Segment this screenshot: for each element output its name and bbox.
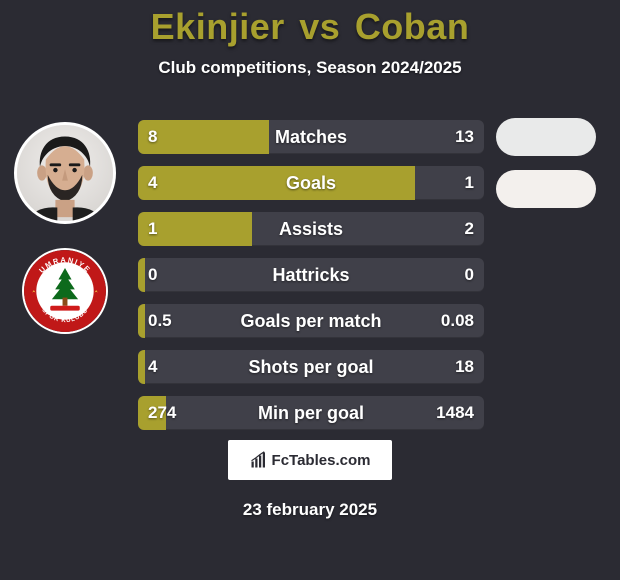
avatar-placeholder-icon bbox=[17, 125, 113, 221]
right-column bbox=[490, 118, 602, 222]
title-player-2: Coban bbox=[355, 6, 470, 47]
club-badge-icon: UMRANIYE SPOR KULÜBÜ bbox=[24, 250, 106, 332]
stat-label: Matches bbox=[138, 120, 484, 154]
right-shape-1 bbox=[496, 118, 596, 156]
right-shape-2 bbox=[496, 170, 596, 208]
stat-bar-row: 12Assists bbox=[138, 212, 484, 246]
source-logo: FcTables.com bbox=[228, 440, 392, 480]
comparison-card: Ekinjier vs Coban Club competitions, Sea… bbox=[0, 0, 620, 580]
stat-bar-row: 418Shots per goal bbox=[138, 350, 484, 384]
player-avatar bbox=[14, 122, 116, 224]
subtitle: Club competitions, Season 2024/2025 bbox=[0, 58, 620, 78]
stat-label: Goals per match bbox=[138, 304, 484, 338]
stat-label: Shots per goal bbox=[138, 350, 484, 384]
stat-bar-row: 41Goals bbox=[138, 166, 484, 200]
chart-icon bbox=[250, 451, 268, 469]
stat-label: Assists bbox=[138, 212, 484, 246]
date-label: 23 february 2025 bbox=[0, 500, 620, 520]
page-title: Ekinjier vs Coban bbox=[0, 0, 620, 48]
stat-bar-row: 0.50.08Goals per match bbox=[138, 304, 484, 338]
title-player-1: Ekinjier bbox=[151, 6, 285, 47]
stat-bar-row: 00Hattricks bbox=[138, 258, 484, 292]
title-vs: vs bbox=[299, 6, 340, 47]
stat-label: Goals bbox=[138, 166, 484, 200]
stat-bars: 813Matches 41Goals 12Assists 00Hattricks 0.5… bbox=[138, 120, 484, 442]
stat-label: Hattricks bbox=[138, 258, 484, 292]
stat-bar-row: 813Matches bbox=[138, 120, 484, 154]
left-column: UMRANIYE SPOR KULÜBÜ bbox=[10, 122, 120, 334]
club-badge: UMRANIYE SPOR KULÜBÜ bbox=[22, 248, 108, 334]
source-logo-text: FcTables.com bbox=[272, 452, 371, 469]
stat-label: Min per goal bbox=[138, 396, 484, 430]
stat-bar-row: 2741484Min per goal bbox=[138, 396, 484, 430]
